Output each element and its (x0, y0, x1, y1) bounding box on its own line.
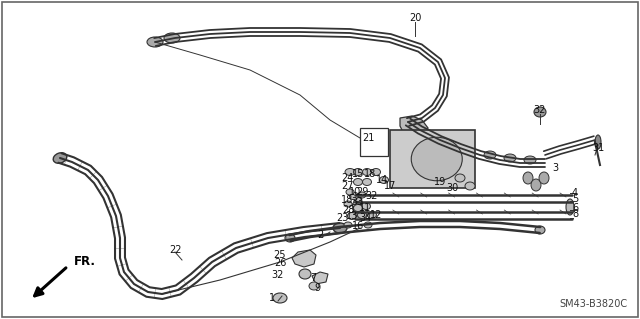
Ellipse shape (371, 168, 381, 175)
Ellipse shape (333, 223, 347, 233)
Ellipse shape (273, 293, 287, 303)
Ellipse shape (523, 172, 533, 184)
Text: 5: 5 (572, 194, 578, 204)
Ellipse shape (595, 135, 601, 149)
Ellipse shape (412, 137, 462, 181)
Text: 31: 31 (592, 143, 604, 153)
Ellipse shape (524, 156, 536, 164)
Polygon shape (400, 116, 428, 138)
Ellipse shape (164, 33, 180, 43)
Text: 34: 34 (359, 213, 371, 223)
Ellipse shape (346, 189, 354, 195)
Text: 8: 8 (572, 209, 578, 219)
Text: 6: 6 (572, 203, 578, 213)
Ellipse shape (349, 192, 358, 200)
Ellipse shape (285, 234, 295, 242)
Text: FR.: FR. (74, 255, 96, 268)
Ellipse shape (566, 199, 574, 215)
Text: 11: 11 (359, 203, 371, 213)
Ellipse shape (539, 172, 549, 184)
Text: 30: 30 (446, 183, 458, 193)
Ellipse shape (353, 202, 362, 209)
Ellipse shape (362, 168, 371, 175)
Text: 16: 16 (352, 221, 364, 231)
Text: 21: 21 (362, 133, 374, 143)
Text: 1: 1 (269, 293, 275, 303)
Text: 18: 18 (341, 195, 353, 205)
Text: 12: 12 (370, 210, 382, 220)
Text: 26: 26 (274, 258, 286, 268)
Text: 9: 9 (314, 283, 320, 293)
Text: SM43-B3820C: SM43-B3820C (560, 299, 628, 309)
Text: 23: 23 (336, 213, 348, 223)
Ellipse shape (348, 212, 356, 219)
Ellipse shape (309, 282, 319, 290)
Text: 32: 32 (366, 191, 378, 201)
Ellipse shape (353, 168, 362, 175)
Ellipse shape (380, 176, 388, 183)
Polygon shape (312, 272, 328, 284)
Ellipse shape (534, 107, 546, 117)
Ellipse shape (362, 179, 371, 186)
Ellipse shape (353, 179, 362, 186)
Text: 32: 32 (534, 105, 546, 115)
Ellipse shape (362, 203, 371, 210)
Text: 7: 7 (310, 273, 316, 283)
Bar (360, 128, 388, 156)
Ellipse shape (147, 37, 163, 47)
Ellipse shape (345, 168, 355, 175)
Ellipse shape (484, 151, 496, 159)
FancyBboxPatch shape (390, 130, 475, 188)
Text: 28: 28 (342, 205, 354, 215)
Ellipse shape (344, 222, 352, 228)
Text: 15: 15 (352, 169, 364, 179)
Text: 3: 3 (552, 163, 558, 173)
Text: 18: 18 (364, 169, 376, 179)
Ellipse shape (358, 211, 367, 219)
Text: 27: 27 (340, 181, 353, 191)
Text: 20: 20 (409, 13, 421, 23)
Ellipse shape (353, 204, 362, 211)
Text: 33: 33 (351, 197, 363, 207)
Ellipse shape (364, 222, 372, 228)
Text: 22: 22 (169, 245, 181, 255)
Text: 17: 17 (384, 181, 396, 191)
Ellipse shape (299, 269, 311, 279)
Ellipse shape (531, 179, 541, 191)
Text: 32: 32 (272, 270, 284, 280)
Text: 29: 29 (356, 187, 368, 197)
Text: 2: 2 (317, 230, 323, 240)
Text: 24: 24 (341, 173, 353, 183)
Text: 10: 10 (349, 187, 361, 197)
Ellipse shape (353, 197, 363, 217)
Ellipse shape (358, 192, 366, 198)
Text: 25: 25 (274, 250, 286, 260)
Ellipse shape (53, 153, 67, 163)
Text: 14: 14 (376, 175, 388, 185)
Ellipse shape (535, 226, 545, 234)
Ellipse shape (465, 182, 475, 190)
Polygon shape (292, 250, 316, 267)
Ellipse shape (367, 211, 376, 219)
Text: 4: 4 (572, 188, 578, 198)
Ellipse shape (504, 154, 516, 162)
Ellipse shape (455, 174, 465, 182)
Ellipse shape (344, 201, 352, 207)
Text: 19: 19 (434, 177, 446, 187)
Text: 13: 13 (346, 211, 358, 221)
